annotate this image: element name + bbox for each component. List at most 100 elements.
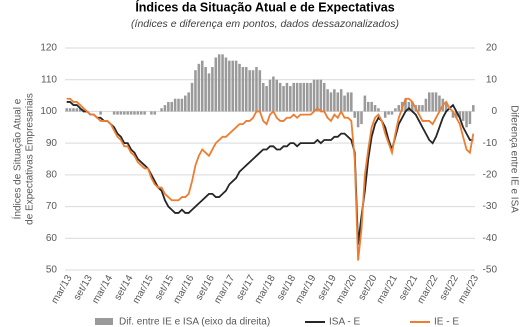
bar xyxy=(133,111,136,115)
bar xyxy=(177,98,180,112)
bar xyxy=(275,79,279,112)
bar xyxy=(472,105,475,112)
x-tick-label: mar/19 xyxy=(293,273,318,306)
bar xyxy=(272,76,275,112)
bar xyxy=(184,95,187,112)
bar xyxy=(350,92,353,112)
bar xyxy=(143,111,146,115)
bar xyxy=(390,111,394,115)
bar xyxy=(465,111,468,128)
y2-tick-label: -10 xyxy=(483,138,498,149)
bar xyxy=(224,57,228,112)
y-axis-label: de Expectativas Empresariais xyxy=(25,93,36,225)
bar xyxy=(404,98,407,112)
bar xyxy=(99,111,102,115)
bar xyxy=(292,82,295,112)
bar xyxy=(383,111,387,118)
x-tick-label: mar/16 xyxy=(171,273,196,306)
bar xyxy=(326,89,329,112)
bar xyxy=(306,82,309,112)
legend-swatch xyxy=(95,318,113,325)
bar xyxy=(119,111,123,115)
y-tick-label: 120 xyxy=(40,43,57,54)
y-axis-label: Índices de Situação Atual e xyxy=(11,98,24,219)
bar xyxy=(343,95,346,112)
bar xyxy=(241,67,245,112)
bar xyxy=(139,111,143,115)
bar xyxy=(112,111,116,115)
legend-label: ISA - E xyxy=(329,317,360,327)
bar xyxy=(200,60,204,112)
bar xyxy=(197,63,201,112)
y2-tick-label: -50 xyxy=(483,265,498,276)
bar xyxy=(346,92,350,112)
bar xyxy=(126,111,129,115)
bar xyxy=(407,101,411,112)
y-tick-label: 110 xyxy=(41,74,57,85)
chart-title: Índices da Situação Atual e de Expectati… xyxy=(135,0,394,14)
bar xyxy=(123,111,126,115)
bar xyxy=(153,111,157,115)
y2-tick-label: -20 xyxy=(483,169,498,180)
bar xyxy=(75,108,79,112)
y-tick-label: 80 xyxy=(46,169,58,180)
bar xyxy=(373,105,377,112)
legend-label: Dif. entre IE e ISA (eixo da direita) xyxy=(119,317,270,327)
x-tick-label: mar/22 xyxy=(415,273,440,306)
bar xyxy=(333,89,336,112)
bar xyxy=(173,98,177,112)
y2-tick-label: 0 xyxy=(491,106,497,117)
bar xyxy=(78,108,82,112)
bar xyxy=(377,108,380,112)
bar xyxy=(136,111,140,115)
bar xyxy=(228,60,231,112)
bar xyxy=(302,82,306,112)
bar xyxy=(353,111,356,118)
bar xyxy=(65,108,68,112)
bar xyxy=(366,101,370,112)
y2-tick-label: 10 xyxy=(486,74,498,85)
bar xyxy=(211,67,214,112)
bar xyxy=(309,82,312,112)
bar xyxy=(82,108,85,112)
y2-tick-label: -40 xyxy=(483,233,498,244)
bar xyxy=(258,70,262,112)
bar xyxy=(411,101,414,112)
y2-axis-label: Diferença entre IE e ISA xyxy=(508,105,519,213)
bar xyxy=(295,82,299,112)
bar xyxy=(268,79,272,112)
bar xyxy=(190,82,194,112)
bar xyxy=(160,108,163,112)
bar xyxy=(261,82,265,112)
bar xyxy=(234,60,238,112)
x-tick-label: mar/17 xyxy=(212,273,237,306)
bar xyxy=(278,82,282,112)
bar xyxy=(221,54,224,112)
bar xyxy=(187,92,190,112)
bar xyxy=(363,95,367,112)
bar xyxy=(194,70,197,112)
bar xyxy=(424,98,428,112)
y2-tick-label: 20 xyxy=(486,43,498,54)
bar xyxy=(356,111,360,128)
bar xyxy=(461,111,465,121)
bar xyxy=(312,79,316,112)
y-tick-label: 50 xyxy=(46,265,58,276)
bar xyxy=(116,111,119,115)
y-tick-label: 60 xyxy=(46,233,58,244)
bar xyxy=(322,82,326,112)
bar xyxy=(231,60,234,112)
bar xyxy=(339,89,343,112)
bar xyxy=(468,111,472,125)
x-tick-label: mar/13 xyxy=(49,273,74,306)
bar xyxy=(170,101,174,112)
legend-label: IE - E xyxy=(434,317,459,327)
bar xyxy=(251,70,255,112)
bar xyxy=(421,105,424,112)
bar xyxy=(265,86,268,112)
bar xyxy=(360,111,363,125)
x-tick-label: mar/20 xyxy=(334,273,359,306)
bar xyxy=(282,86,285,112)
y-tick-label: 70 xyxy=(46,201,58,212)
